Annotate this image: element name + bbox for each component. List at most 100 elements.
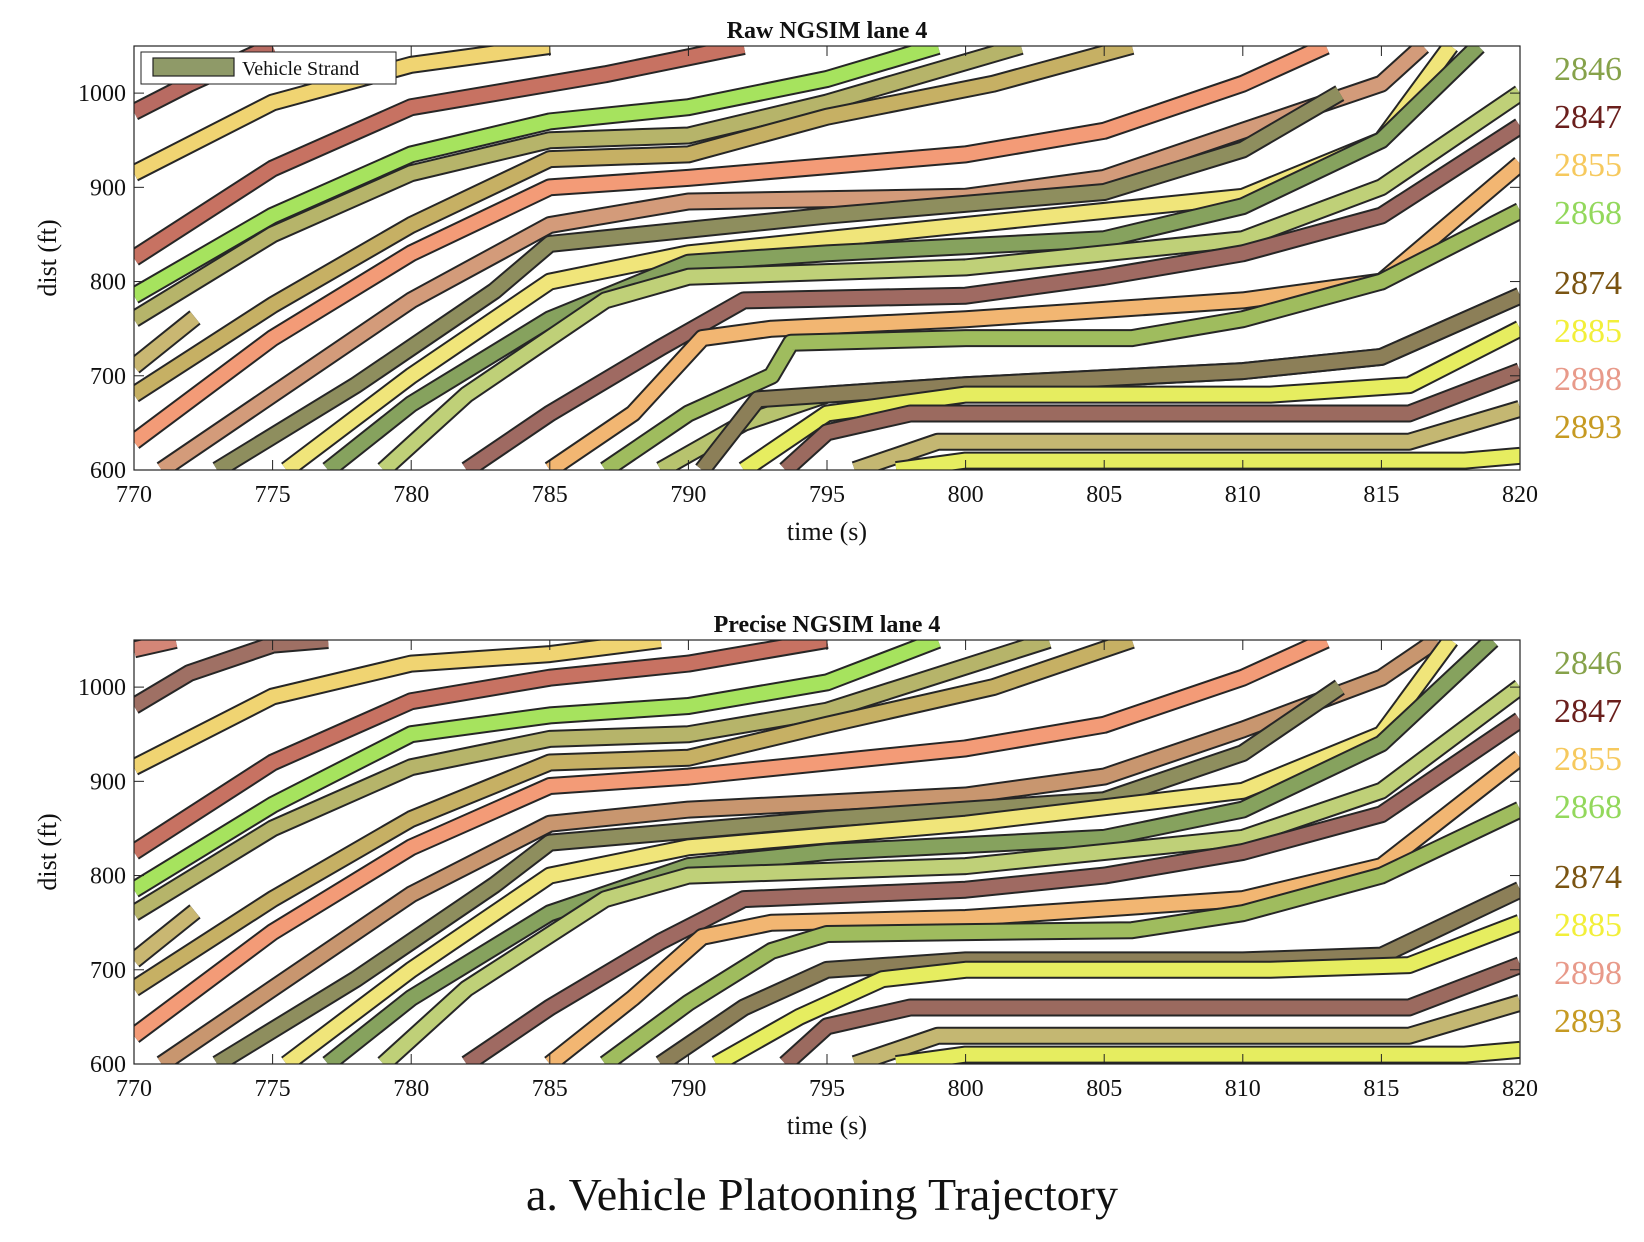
vehicle-strand-fill (134, 46, 1134, 401)
vehicle-strand-fill (852, 402, 1520, 470)
vehicle-strand-fill (780, 958, 1520, 1064)
vehicle-strand (134, 46, 746, 266)
vehicle-strand (851, 400, 1520, 470)
vehicle-strand-fill (656, 883, 1520, 1064)
vehicle-id-label: 2893 (1554, 409, 1622, 446)
y-tick-label: 800 (90, 270, 126, 296)
vehicle-strand-fill (739, 322, 1520, 470)
vehicle-strand-fill (378, 87, 1520, 470)
x-tick-label: 805 (1086, 1076, 1122, 1102)
vehicle-strand-fill (712, 916, 1520, 1064)
y-axis-ticks: 600 700 800 900 1000 (78, 675, 1520, 1078)
vehicle-strand-fill (134, 46, 1023, 326)
x-tick-label: 820 (1502, 1076, 1538, 1102)
vehicle-id-label: 2885 (1554, 313, 1622, 350)
vehicle-strand (600, 202, 1520, 470)
y-tick-label: 900 (90, 769, 126, 795)
y-axis-ticks: 600 700 800 900 1000 (78, 81, 1520, 484)
vehicle-strand-fill (852, 996, 1520, 1064)
vehicle-id-label: 2898 (1554, 361, 1622, 398)
vehicle-strand-fill (134, 640, 1051, 920)
vehicle-strand-fill (462, 714, 1520, 1064)
vehicle-id-labels: 2846 2847 2855 2868 2874 2885 2898 2893 (1554, 645, 1622, 1040)
figure-caption: a. Vehicle Platooning Trajectory (526, 1169, 1118, 1220)
x-tick-label: 815 (1363, 1076, 1399, 1102)
vehicle-strand (134, 46, 1024, 327)
vehicle-strand-fill (134, 640, 1329, 1042)
vehicle-strand-fill (134, 640, 329, 713)
x-tick-label: 775 (255, 1076, 291, 1102)
vehicle-strand-fill (134, 640, 1135, 995)
chart-panel-precise: Precise NGSIM lane 4 770 775 780 785 790 795 8… (33, 612, 1622, 1140)
vehicle-strand-fill (134, 905, 200, 966)
vehicle-strand-fill (462, 120, 1520, 470)
vehicle-strand-fill (134, 46, 940, 302)
vehicle-strand-fill (601, 204, 1520, 470)
y-axis-label: dist (ft) (33, 813, 62, 890)
x-tick-label: 785 (532, 1076, 568, 1102)
x-tick-label: 780 (393, 482, 429, 508)
vehicle-strand-fill (895, 448, 1520, 470)
chart-title: Precise NGSIM lane 4 (714, 612, 941, 638)
vehicle-strand (695, 287, 1520, 470)
vehicle-strand (895, 446, 1520, 470)
x-tick-label: 770 (116, 1076, 152, 1102)
vehicle-strand (711, 914, 1520, 1064)
x-tick-label: 775 (255, 482, 291, 508)
x-tick-label: 800 (948, 1076, 984, 1102)
vehicle-strand (134, 46, 941, 304)
vehicle-strand (544, 750, 1520, 1064)
x-tick-label: 790 (670, 1076, 706, 1102)
vehicle-strand-fill (895, 1042, 1520, 1064)
vehicle-strand (134, 640, 1330, 1043)
vehicle-strand (134, 46, 1330, 449)
vehicle-strand-fill (780, 364, 1520, 470)
y-tick-label: 1000 (78, 675, 126, 701)
legend: Vehicle Strand (140, 51, 397, 85)
vehicle-strand (212, 85, 1345, 470)
vehicle-id-label: 2847 (1554, 693, 1622, 730)
chart-panel-raw: Raw NGSIM lane 4 770 775 780 785 790 795 800 80… (33, 18, 1622, 546)
x-axis-ticks: 770 775 780 785 790 795 800 805 810 815 820 (116, 46, 1538, 508)
vehicle-strand (322, 46, 1485, 470)
vehicle-strand-fill (134, 311, 200, 372)
x-tick-label: 790 (670, 482, 706, 508)
vehicle-id-label: 2855 (1554, 147, 1622, 184)
vehicle-strand (738, 320, 1520, 470)
vehicle-strand (461, 712, 1520, 1064)
vehicle-strand (779, 956, 1520, 1064)
y-tick-label: 600 (90, 458, 126, 484)
vehicle-strand-fill (134, 640, 662, 774)
vehicle-id-label: 2847 (1554, 99, 1622, 136)
x-axis-label: time (s) (787, 1111, 867, 1140)
vehicle-id-label: 2868 (1554, 789, 1622, 826)
x-tick-label: 810 (1225, 1076, 1261, 1102)
y-axis-label: dist (ft) (33, 219, 62, 296)
x-tick-label: 805 (1086, 482, 1122, 508)
vehicle-strand (134, 310, 201, 374)
vehicle-strand-fill (282, 640, 1457, 1064)
vehicle-strand (599, 801, 1520, 1064)
vehicle-id-labels: 2846 2847 2855 2868 2874 2885 2898 2893 (1554, 51, 1622, 446)
vehicle-strand-fill (545, 752, 1520, 1064)
y-tick-label: 700 (90, 958, 126, 984)
vehicle-strand (134, 640, 329, 714)
vehicle-id-label: 2855 (1554, 741, 1622, 778)
vehicle-strand (377, 85, 1520, 470)
vehicle-strand (895, 1040, 1520, 1064)
vehicle-id-label: 2893 (1554, 1003, 1622, 1040)
vehicle-strand (134, 640, 829, 860)
vehicle-strand (134, 640, 662, 776)
vehicle-id-label: 2885 (1554, 907, 1622, 944)
vehicle-strand (377, 679, 1520, 1064)
vehicle-strand-fill (134, 640, 829, 858)
legend-swatch (152, 57, 235, 77)
x-tick-label: 780 (393, 1076, 429, 1102)
x-axis-ticks: 770 775 780 785 790 795 800 805 810 815 820 (116, 640, 1538, 1102)
vehicle-strand-fill (134, 46, 746, 264)
x-tick-label: 800 (948, 482, 984, 508)
vehicle-strand (461, 118, 1520, 470)
vehicle-strand-fill (134, 640, 178, 657)
vehicle-strand (281, 640, 1458, 1064)
y-tick-label: 600 (90, 1052, 126, 1078)
